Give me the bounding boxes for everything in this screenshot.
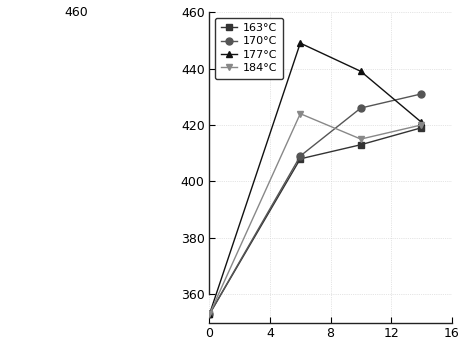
184°C [298,112,303,116]
184°C [358,137,364,141]
170°C [418,92,424,96]
163°C [358,143,364,147]
177°C [418,120,424,124]
Text: 460: 460 [65,6,88,19]
177°C [298,41,303,45]
177°C [207,312,213,316]
163°C [418,126,424,130]
163°C [298,157,303,161]
184°C [418,123,424,127]
Line: 177°C: 177°C [206,40,425,318]
184°C [207,312,213,316]
177°C [358,69,364,73]
170°C [298,154,303,158]
Legend: 163°C, 170°C, 177°C, 184°C: 163°C, 170°C, 177°C, 184°C [215,18,283,79]
Line: 184°C: 184°C [206,110,425,318]
Line: 170°C: 170°C [206,90,425,318]
163°C [207,312,213,316]
170°C [358,106,364,110]
170°C [207,312,213,316]
Line: 163°C: 163°C [206,124,425,318]
